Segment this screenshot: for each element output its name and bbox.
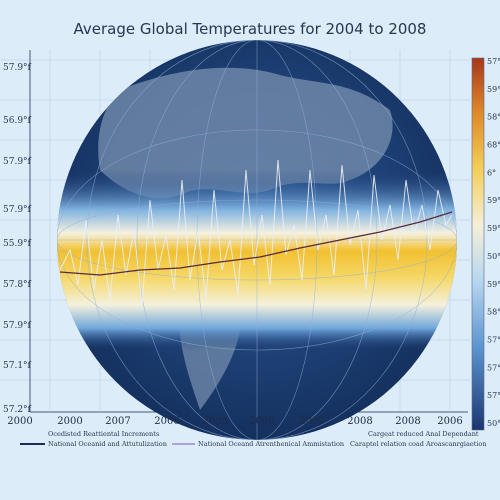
colorbar bbox=[471, 57, 485, 431]
colorbar-label: 57° bbox=[487, 57, 500, 66]
legend-note: Ocedisted Reattiental Increments bbox=[48, 430, 159, 438]
colorbar-label: 59° bbox=[487, 85, 500, 94]
colorbar-label: 59° bbox=[487, 224, 500, 233]
x-tick-label: 2006 bbox=[437, 416, 462, 427]
y-tick-label: 57.9°f bbox=[3, 321, 32, 331]
y-tick-label: 57.9°f bbox=[3, 205, 32, 215]
x-tick-label: 2000 bbox=[57, 416, 82, 427]
colorbar-label: 58° bbox=[487, 113, 500, 122]
colorbar-label: 50° bbox=[487, 419, 500, 428]
source-note: Cargeat reduced Anal Dependant bbox=[368, 430, 479, 438]
y-tick-label: 56.9°f bbox=[3, 116, 32, 126]
colorbar-label: 6° bbox=[487, 168, 496, 177]
colorbar-label: 57° bbox=[487, 363, 500, 372]
colorbar-label: 58° bbox=[487, 308, 500, 317]
y-tick-label: 57.1°f bbox=[3, 361, 32, 371]
y-tick-label: 57.9°f bbox=[3, 63, 32, 73]
x-tick-label: 2006 bbox=[154, 416, 179, 427]
x-tick-label: 2000 bbox=[299, 416, 324, 427]
x-tick-label: 2005 bbox=[202, 416, 227, 427]
x-tick-label: 2000 bbox=[249, 416, 274, 427]
legend-label: National Oceanid and Attutulization bbox=[48, 440, 167, 448]
legend-label: National Oceand Atrenthenical Ammistatio… bbox=[198, 440, 344, 448]
colorbar-label: 50° bbox=[487, 252, 500, 261]
colorbar-label: 59° bbox=[487, 280, 500, 289]
y-tick-label: 57.2°f bbox=[3, 405, 32, 415]
globe bbox=[57, 40, 457, 440]
source-note: Caraptel relation coad Aroascanrgiaetion bbox=[350, 440, 487, 448]
x-tick-label: 2000 bbox=[7, 416, 32, 427]
colorbar-label: 57° bbox=[487, 391, 500, 400]
colorbar-label: 59° bbox=[487, 196, 500, 205]
x-tick-label: 2008 bbox=[347, 416, 372, 427]
y-tick-label: 57.9°f bbox=[3, 157, 32, 167]
x-tick-label: 2007 bbox=[105, 416, 130, 427]
colorbar-label: 68° bbox=[487, 141, 500, 150]
x-tick-label: 2008 bbox=[395, 416, 420, 427]
chart-title: Average Global Temperatures for 2004 to … bbox=[74, 20, 427, 38]
colorbar-label: 57° bbox=[487, 335, 500, 344]
y-tick-label: 55.9°f bbox=[3, 239, 32, 249]
y-tick-label: 57.8°f bbox=[3, 280, 32, 290]
